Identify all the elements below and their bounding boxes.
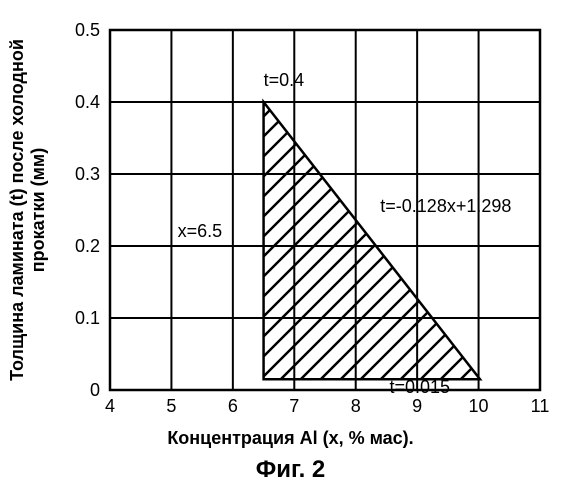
x-tick-label: 5 [166,396,176,416]
region-outline [264,102,480,379]
y-tick-label: 0.3 [75,164,100,184]
x-tick-label: 10 [469,396,489,416]
x-tick-label: 9 [412,396,422,416]
y-tick-label: 0.5 [75,20,100,40]
annotation-t04: t=0.4 [264,70,305,91]
figure-caption: Фиг. 2 [0,456,581,484]
y-tick-label: 0.2 [75,236,100,256]
region-hatch [60,0,581,500]
x-tick-label: 8 [351,396,361,416]
y-tick-label: 0.4 [75,92,100,112]
annotation-x65: x=6.5 [178,221,223,242]
x-axis-label: Концентрация Al (x, % мас). [0,428,581,449]
annotation-t0015: t=0.015 [390,377,451,398]
x-tick-label: 11 [531,396,550,416]
x-tick-label: 7 [289,396,299,416]
x-tick-label: 6 [228,396,238,416]
annotation-line: t=-0.128x+1.298 [380,196,511,217]
chart-container: Толщина ламината (t) после холодной прок… [0,0,581,500]
y-tick-label: 0 [90,380,100,400]
x-tick-label: 4 [105,396,115,416]
y-tick-label: 0.1 [75,308,100,328]
